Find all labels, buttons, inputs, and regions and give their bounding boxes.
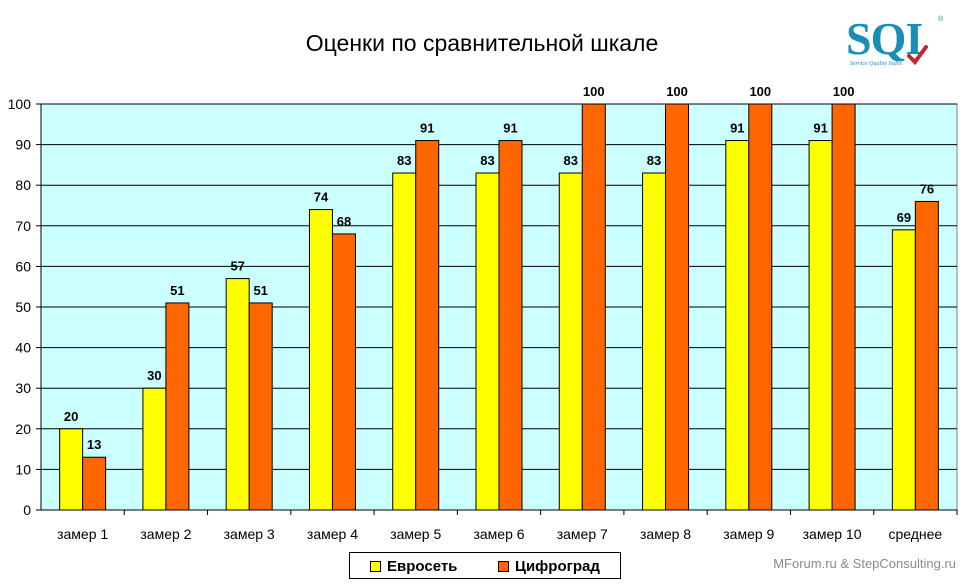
data-label-series-1: 83: [564, 153, 578, 168]
data-label-series-1: 83: [480, 153, 494, 168]
data-label-series-2: 100: [666, 84, 688, 99]
bar-series-2: [914, 200, 939, 511]
x-tick-label: замер 6: [473, 526, 524, 542]
y-tick-label: 70: [15, 218, 31, 234]
legend-item-series-1: Евросеть: [370, 558, 457, 575]
bar-series-1: [642, 172, 667, 511]
bar-series-1: [308, 209, 333, 511]
data-label-series-1: 20: [64, 409, 78, 424]
data-label-series-1: 83: [647, 153, 661, 168]
data-label-series-1: 74: [314, 190, 329, 205]
data-label-series-2: 100: [833, 84, 855, 99]
legend-item-series-2: Цифроград: [498, 558, 600, 575]
chart-title: Оценки по сравнительной шкале: [305, 30, 659, 56]
logo-subtitle: Service Quality Index: [850, 61, 902, 67]
bar-series-1: [392, 172, 417, 511]
data-label-series-2: 51: [253, 283, 267, 298]
bar-series-1: [142, 387, 167, 511]
chart-legend: Евросеть Цифроград: [349, 552, 621, 579]
data-label-series-2: 76: [920, 181, 934, 196]
y-tick-label: 100: [8, 96, 32, 112]
data-label-series-2: 91: [420, 121, 434, 136]
bar-series-2: [165, 302, 190, 511]
sqi-logo: SQI ® Service Quality Index: [846, 14, 946, 70]
y-tick-label: 40: [15, 340, 31, 356]
x-tick-label: замер 2: [140, 526, 191, 542]
x-tick-label: замер 10: [803, 526, 862, 542]
check-mark-icon: [907, 45, 928, 66]
data-label-series-2: 68: [337, 214, 351, 229]
y-tick-label: 0: [23, 502, 31, 518]
bar-series-2: [581, 103, 606, 511]
x-tick-label: замер 9: [723, 526, 774, 542]
bar-series-2: [331, 233, 356, 511]
data-label-series-1: 91: [813, 121, 827, 136]
data-label-series-2: 13: [87, 437, 101, 452]
bar-series-1: [558, 172, 583, 511]
bar-series-2: [748, 103, 773, 511]
bar-series-1: [59, 428, 84, 511]
x-tick-label: замер 7: [557, 526, 608, 542]
data-label-series-1: 30: [147, 368, 161, 383]
y-tick-label: 50: [15, 299, 31, 315]
data-label-series-1: 91: [730, 121, 744, 136]
bar-series-2: [498, 140, 523, 511]
data-label-series-2: 100: [583, 84, 605, 99]
bar-series-2: [415, 140, 440, 511]
x-tick-label: замер 3: [224, 526, 275, 542]
bar-series-2: [82, 456, 107, 511]
data-label-series-2: 51: [170, 283, 184, 298]
data-label-series-1: 83: [397, 153, 411, 168]
data-label-series-1: 57: [230, 259, 244, 274]
bar-series-1: [808, 140, 833, 511]
plot-area: 0 10 20 30 40 50 60 70 80 90 100 замер 1 20 13 замер 2…: [8, 84, 958, 542]
y-tick-label: 20: [15, 421, 31, 437]
x-tick-label: замер 8: [640, 526, 691, 542]
logo-registered-mark: ®: [938, 16, 944, 23]
x-tick-label: замер 4: [307, 526, 358, 542]
data-label-series-1: 69: [897, 210, 911, 225]
x-tick-label: замер 1: [57, 526, 108, 542]
legend-label-series-2: Цифроград: [515, 558, 600, 575]
legend-swatch-series-2: [498, 561, 509, 572]
legend-swatch-series-1: [370, 561, 381, 572]
bar-series-1: [725, 140, 750, 511]
x-tick-label: среднее: [888, 526, 942, 542]
y-tick-label: 10: [15, 461, 31, 477]
bar-series-1: [891, 229, 916, 511]
y-tick-label: 90: [15, 137, 31, 153]
y-tick-label: 30: [15, 380, 31, 396]
y-tick-label: 60: [15, 258, 31, 274]
data-label-series-2: 100: [749, 84, 771, 99]
bar-series-1: [475, 172, 500, 511]
y-tick-label: 80: [15, 177, 31, 193]
bar-series-2: [831, 103, 856, 511]
bar-series-2: [248, 302, 273, 511]
legend-label-series-1: Евросеть: [387, 558, 458, 575]
source-credit: MForum.ru & StepConsulting.ru: [773, 556, 956, 571]
x-tick-label: замер 5: [390, 526, 441, 542]
bar-series-2: [665, 103, 690, 511]
data-label-series-2: 91: [503, 121, 517, 136]
bar-series-1: [225, 278, 250, 511]
